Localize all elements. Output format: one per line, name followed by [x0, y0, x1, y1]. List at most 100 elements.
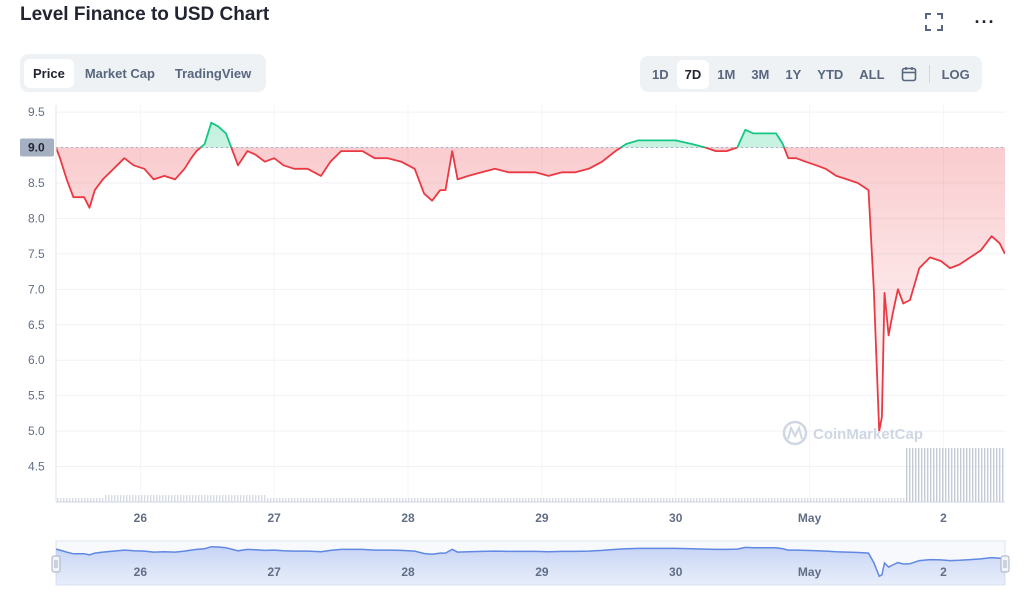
more-options-icon[interactable]: ··· — [974, 11, 996, 32]
volume-bar — [186, 495, 188, 502]
volume-bar — [792, 498, 794, 502]
volume-bar — [861, 498, 863, 502]
range-ytd-button[interactable]: YTD — [817, 66, 844, 82]
volume-bar — [753, 498, 755, 502]
volume-bar — [924, 448, 926, 502]
volume-bar — [819, 498, 821, 502]
volume-bar — [336, 498, 338, 502]
volume-bar — [723, 498, 725, 502]
volume-bar — [780, 498, 782, 502]
volume-bar — [654, 498, 656, 502]
volume-bar — [465, 498, 467, 502]
volume-bar — [777, 498, 779, 502]
navigator-right-handle[interactable] — [1000, 555, 1010, 573]
volume-bar — [90, 498, 92, 502]
volume-bar — [72, 498, 74, 502]
volume-bar — [93, 498, 95, 502]
range-1d-button[interactable]: 1D — [652, 66, 669, 82]
volume-bar — [234, 495, 236, 502]
coinmarketcap-logo-icon — [782, 420, 808, 446]
volume-bar — [507, 498, 509, 502]
volume-bar — [903, 498, 905, 502]
volume-bar — [393, 498, 395, 502]
volume-bar — [537, 498, 539, 502]
x-tick-label: 2 — [940, 511, 947, 525]
volume-bar — [141, 495, 143, 502]
navigator-tick-label: 28 — [401, 565, 415, 579]
volume-bar — [435, 498, 437, 502]
volume-bar — [282, 498, 284, 502]
volume-bar — [846, 498, 848, 502]
volume-bar — [888, 498, 890, 502]
volume-bar — [66, 498, 68, 502]
y-tick-label: 7.0 — [28, 282, 45, 296]
calendar-icon[interactable] — [893, 60, 925, 88]
volume-bar — [831, 498, 833, 502]
volume-bar — [381, 498, 383, 502]
volume-bar — [390, 498, 392, 502]
volume-bar — [867, 498, 869, 502]
volume-bar — [561, 498, 563, 502]
volume-bar — [999, 448, 1001, 502]
volume-bar — [675, 498, 677, 502]
volume-bar — [156, 495, 158, 502]
range-7d-button[interactable]: 7D — [676, 59, 710, 89]
range-all-button[interactable]: ALL — [859, 66, 885, 82]
volume-bar — [84, 498, 86, 502]
navigator-left-handle[interactable] — [51, 555, 61, 573]
volume-bar — [330, 498, 332, 502]
volume-bar — [546, 498, 548, 502]
volume-bar — [912, 448, 914, 502]
volume-bar — [162, 495, 164, 502]
range-1y-button[interactable]: 1Y — [785, 66, 802, 82]
volume-bar — [555, 498, 557, 502]
volume-bar — [834, 498, 836, 502]
volume-bar — [225, 495, 227, 502]
navigator-tick-label: May — [798, 565, 822, 579]
fullscreen-icon-graphic — [925, 13, 943, 31]
volume-bar — [483, 498, 485, 502]
volume-bar — [795, 498, 797, 502]
volume-bar — [864, 498, 866, 502]
volume-bar — [453, 498, 455, 502]
volume-bar — [366, 498, 368, 502]
y-tick-label: 5.5 — [28, 389, 45, 403]
volume-bar — [396, 498, 398, 502]
volume-bar — [462, 498, 464, 502]
volume-bar — [447, 498, 449, 502]
volume-bar — [273, 498, 275, 502]
volume-bar — [969, 448, 971, 502]
tab-market-cap[interactable]: Market Cap — [84, 65, 155, 81]
volume-bar — [891, 498, 893, 502]
volume-bar — [450, 498, 452, 502]
range-3m-button[interactable]: 3M — [751, 66, 770, 82]
volume-bar — [987, 448, 989, 502]
volume-bar — [177, 495, 179, 502]
volume-bar — [270, 498, 272, 502]
volume-bar — [303, 498, 305, 502]
volume-bar — [294, 498, 296, 502]
range-1m-button[interactable]: 1M — [717, 66, 736, 82]
volume-bar — [363, 498, 365, 502]
volume-bar — [120, 495, 122, 502]
volume-bar — [717, 498, 719, 502]
y-tick-label: 7.5 — [28, 247, 45, 261]
volume-bar — [558, 498, 560, 502]
volume-bar — [543, 498, 545, 502]
volume-bar — [708, 498, 710, 502]
volume-bar — [291, 498, 293, 502]
volume-bar — [459, 498, 461, 502]
volume-bar — [111, 495, 113, 502]
volume-bar — [882, 498, 884, 502]
fullscreen-icon[interactable] — [922, 10, 946, 34]
log-scale-button[interactable]: LOG — [941, 66, 970, 82]
volume-bar — [600, 498, 602, 502]
volume-bar — [297, 498, 299, 502]
volume-bar — [75, 498, 77, 502]
tab-price[interactable]: Price — [24, 58, 74, 88]
volume-bar — [552, 498, 554, 502]
tab-tradingview[interactable]: TradingView — [174, 65, 252, 81]
volume-bar — [237, 495, 239, 502]
navigator-tick-label: 30 — [669, 565, 683, 579]
